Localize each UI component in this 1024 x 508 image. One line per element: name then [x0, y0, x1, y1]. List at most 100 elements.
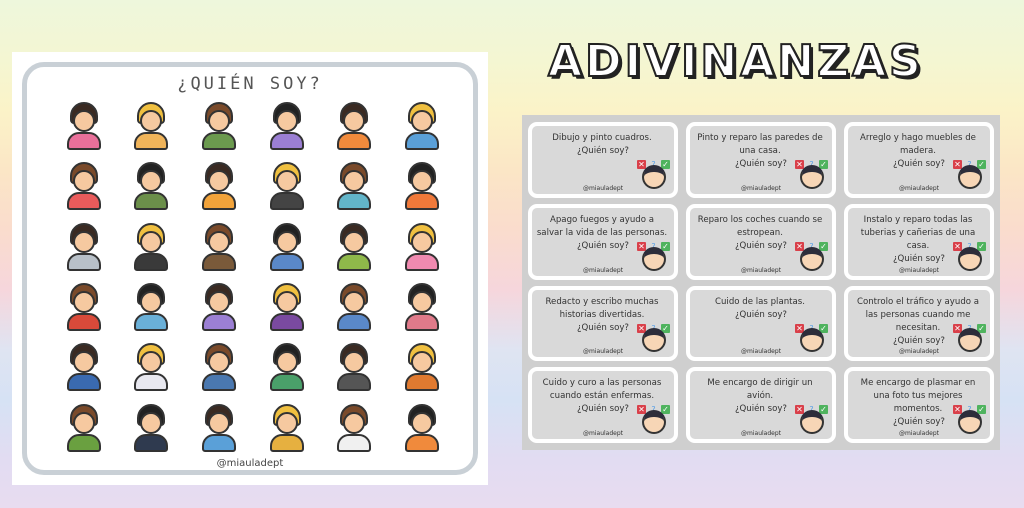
card-brand: @miauladept [899, 430, 939, 437]
answer-marks: ✕?✓ [795, 405, 828, 415]
card-brand: @miauladept [583, 266, 623, 274]
riddle-text: Me encargo de plasmar en una foto tus me… [860, 378, 976, 415]
profession-avatar-icon [332, 281, 376, 333]
question-icon: ? [807, 160, 816, 169]
question-icon: ? [649, 324, 658, 333]
check-icon: ✓ [661, 160, 670, 169]
girl-avatar-icon [800, 328, 824, 353]
card-brand: @miauladept [583, 348, 623, 356]
girl-avatar-icon [958, 328, 982, 353]
wrong-icon: ✕ [795, 241, 804, 251]
profession-avatar-icon [332, 402, 376, 454]
girl-avatar-icon [642, 328, 666, 353]
riddle-question: ¿Quién soy? [576, 240, 629, 251]
profession-avatar-icon [197, 221, 241, 273]
check-icon: ✓ [819, 241, 828, 251]
page-heading: ADIVINANZAS [547, 35, 924, 88]
girl-avatar-icon [958, 410, 982, 434]
answer-marks: ✕?✓ [795, 241, 828, 251]
wrong-icon: ✕ [953, 160, 962, 169]
riddle-text: Pinto y reparo las paredes de una casa. [697, 133, 823, 156]
riddle-question: ¿Quién soy? [576, 404, 629, 415]
answer-marks: ✕?✓ [637, 323, 670, 333]
wrong-icon: ✕ [637, 405, 646, 415]
profession-avatar-icon [332, 100, 376, 152]
riddle-text: Reparo los coches cuando se estropean. [697, 214, 823, 238]
profession-avatar-icon [265, 402, 309, 454]
check-icon: ✓ [819, 160, 828, 169]
check-icon: ✓ [819, 323, 828, 333]
check-icon: ✓ [977, 405, 986, 415]
profession-avatar-icon [332, 160, 376, 212]
riddle-question: ¿Quién soy? [892, 335, 945, 346]
riddle-card: Dibujo y pinto cuadros. ¿Quién soy? ✕?✓ … [528, 122, 678, 198]
girl-avatar-icon [642, 164, 666, 189]
profession-avatar-icon [400, 160, 444, 212]
girl-avatar-icon [642, 246, 666, 271]
riddle-question: ¿Quién soy? [892, 253, 945, 264]
profession-avatar-icon [129, 100, 173, 152]
check-icon: ✓ [977, 323, 986, 333]
who-am-i-sheet: ¿QUIÉN SOY? @miauladept [12, 52, 488, 485]
wrong-icon: ✕ [953, 405, 962, 415]
sheet-title: ¿QUIÉN SOY? [177, 74, 323, 94]
riddle-text: Dibujo y pinto cuadros. [552, 133, 652, 143]
card-brand: @miauladept [741, 266, 781, 274]
answer-marks: ✕?✓ [953, 241, 986, 251]
profession-avatar-icon [265, 281, 309, 333]
question-icon: ? [965, 324, 974, 333]
girl-avatar-icon [642, 410, 666, 434]
answer-marks: ✕?✓ [953, 160, 986, 169]
riddle-card: Me encargo de dirigir un avión. ¿Quién s… [686, 367, 836, 443]
card-brand: @miauladept [899, 266, 939, 274]
check-icon: ✓ [661, 241, 670, 251]
wrong-icon: ✕ [953, 241, 962, 251]
profession-avatar-icon [62, 341, 106, 393]
card-brand: @miauladept [741, 430, 781, 437]
riddle-text: Instalo y reparo todas las tuberias y ca… [860, 214, 976, 251]
answer-marks: ✕?✓ [795, 323, 828, 333]
profession-avatar-icon [129, 160, 173, 212]
riddle-text: Apago fuegos y ayudo a salvar la vida de… [536, 214, 668, 238]
girl-avatar-icon [800, 246, 824, 271]
profession-avatar-icon [197, 100, 241, 152]
wrong-icon: ✕ [637, 241, 646, 251]
answer-marks: ✕?✓ [953, 405, 986, 415]
riddle-question: ¿Quién soy? [734, 404, 787, 415]
question-icon: ? [807, 405, 816, 414]
profession-avatar-icon [197, 281, 241, 333]
card-brand: @miauladept [583, 184, 623, 192]
riddle-card: Apago fuegos y ayudo a salvar la vida de… [528, 203, 678, 280]
girl-avatar-icon [800, 410, 824, 434]
profession-avatar-icon [332, 341, 376, 393]
check-icon: ✓ [977, 160, 986, 169]
riddle-card: Me encargo de plasmar en una foto tus me… [844, 367, 994, 443]
question-icon: ? [965, 242, 974, 251]
profession-avatar-icon [400, 221, 444, 273]
girl-avatar-icon [800, 164, 824, 189]
girl-avatar-icon [958, 246, 982, 271]
answer-marks: ✕?✓ [637, 405, 670, 415]
profession-avatar-icon [197, 341, 241, 393]
riddle-question: ¿Quién soy? [576, 146, 629, 156]
profession-avatar-icon [62, 402, 106, 454]
riddle-text: Controlo el tráfico y ayudo a las person… [856, 296, 980, 333]
riddle-card: Cuido de las plantas. ¿Quién soy? ✕?✓ @m… [686, 285, 836, 362]
riddle-question: ¿Quién soy? [576, 322, 629, 333]
riddle-cards: Dibujo y pinto cuadros. ¿Quién soy? ✕?✓ … [522, 115, 1000, 450]
question-icon: ? [649, 160, 658, 169]
profession-avatar-icon [62, 160, 106, 212]
profession-avatar-icon [400, 281, 444, 333]
riddle-question: ¿Quién soy? [734, 240, 787, 251]
riddle-card: Arreglo y hago muebles de madera. ¿Quién… [844, 122, 994, 198]
check-icon: ✓ [819, 405, 828, 415]
profession-avatar-icon [62, 100, 106, 152]
profession-avatar-icon [265, 160, 309, 212]
profession-avatar-icon [129, 341, 173, 393]
check-icon: ✓ [661, 405, 670, 415]
check-icon: ✓ [661, 323, 670, 333]
profession-avatar-icon [332, 221, 376, 273]
wrong-icon: ✕ [795, 405, 804, 415]
profession-avatar-icon [197, 402, 241, 454]
riddle-question: ¿Quién soy? [734, 159, 787, 169]
